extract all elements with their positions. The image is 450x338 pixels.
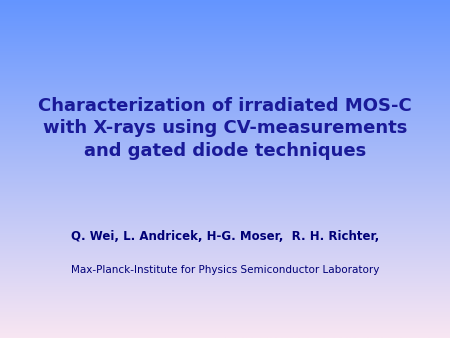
Text: Characterization of irradiated MOS-C
with X-rays using CV-measurements
and gated: Characterization of irradiated MOS-C wit… xyxy=(38,97,412,160)
Text: Max-Planck-Institute for Physics Semiconductor Laboratory: Max-Planck-Institute for Physics Semicon… xyxy=(71,265,379,275)
Text: Q. Wei, L. Andricek, H-G. Moser,  R. H. Richter,: Q. Wei, L. Andricek, H-G. Moser, R. H. R… xyxy=(71,230,379,243)
